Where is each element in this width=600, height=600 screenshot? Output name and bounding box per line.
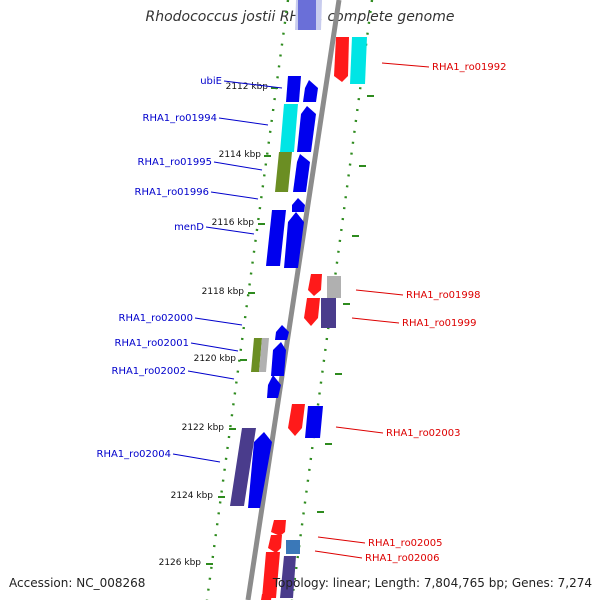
tick-label: 2122 kbp <box>182 423 225 433</box>
gene-label-leader <box>218 117 269 126</box>
gene-label-RHA1_ro02006[interactable]: RHA1_ro02006 <box>365 553 440 564</box>
gene-block-top-inner[interactable] <box>298 0 316 30</box>
gene-ro02006-purple[interactable] <box>280 556 296 598</box>
gene-label-leader <box>314 550 363 559</box>
gene-label-RHA1_ro01992[interactable]: RHA1_ro01992 <box>432 62 507 73</box>
gene-ro01999-red[interactable] <box>304 298 320 326</box>
gene-label-RHA1_ro01999[interactable]: RHA1_ro01999 <box>402 318 477 329</box>
gene-label-menD[interactable]: menD <box>174 222 204 233</box>
gene-label-RHA1_ro02002[interactable]: RHA1_ro02002 <box>112 366 187 377</box>
gene-label-leader <box>335 426 384 434</box>
accession-label: Accession: <box>9 576 73 590</box>
gene-label-leader <box>172 453 221 463</box>
gene-ro02004-blue[interactable] <box>248 432 272 508</box>
gene-label-RHA1_ro01994[interactable]: RHA1_ro01994 <box>143 113 218 124</box>
gene-menD-outer[interactable] <box>266 210 286 266</box>
gene-label-RHA1_ro02000[interactable]: RHA1_ro02000 <box>119 313 194 324</box>
length-label: Length: <box>374 576 421 590</box>
gene-label-RHA1_ro02003[interactable]: RHA1_ro02003 <box>386 428 461 439</box>
accession-value: NC_008268 <box>76 576 146 590</box>
tick-labels: 2112 kbp 2114 kbp 2116 kbp 2118 kbp 2120 kbp… <box>159 82 374 568</box>
gene-label-leader <box>187 370 235 380</box>
gene-ro02002[interactable] <box>267 375 281 398</box>
gene-label-leader <box>381 62 430 68</box>
tick-label: 2124 kbp <box>171 491 214 501</box>
gene-ubiE-outer[interactable] <box>286 76 301 102</box>
dotted-tracks <box>205 0 374 600</box>
gene-label-RHA1_ro02005[interactable]: RHA1_ro02005 <box>368 538 443 549</box>
gene-labels: ubiE RHA1_ro01994 RHA1_ro01995 RHA1_ro01996… <box>97 62 507 564</box>
gene-label-leader <box>205 226 255 235</box>
gene-bottom-red[interactable] <box>261 594 272 600</box>
gene-label-leader <box>194 317 243 326</box>
length-value: 7,804,765 bp <box>423 576 504 590</box>
gene-ro01998-red[interactable] <box>308 274 322 296</box>
gene-label-leader <box>317 536 366 544</box>
gene-ro02001-inner[interactable] <box>271 342 286 376</box>
gene-label-leader <box>223 80 283 89</box>
gene-arrow-red[interactable] <box>334 37 349 82</box>
tick-label: 2114 kbp <box>219 150 262 160</box>
genes-label: Genes: <box>511 576 554 590</box>
tick-label: 2126 kbp <box>159 558 202 568</box>
gene-ro01999-purple[interactable] <box>321 298 336 328</box>
gene-ro01995-inner[interactable] <box>293 154 310 192</box>
gene-label-leader <box>351 317 400 324</box>
gene-label-RHA1_ro02001[interactable]: RHA1_ro02001 <box>115 338 190 349</box>
gene-ubiE-inner[interactable] <box>303 80 318 102</box>
gene-ro01994-inner[interactable] <box>297 106 316 152</box>
gene-ro01995-outer[interactable] <box>275 152 292 192</box>
gene-label-leader <box>213 161 263 171</box>
genes-value: 7,274 <box>557 576 592 590</box>
gene-arrow-cyan[interactable] <box>350 37 367 84</box>
gene-ro02003-red[interactable] <box>288 404 305 436</box>
gene-label-leader <box>355 289 404 296</box>
gene-menD-small[interactable] <box>292 198 305 212</box>
tick-label: 2118 kbp <box>202 287 245 297</box>
gene-ro02005b-red[interactable] <box>268 535 282 553</box>
genome-backbone <box>245 0 342 600</box>
gene-ro02000[interactable] <box>275 325 289 340</box>
gene-ro02004-purple[interactable] <box>230 428 256 506</box>
gene-menD-inner[interactable] <box>284 212 304 268</box>
gene-label-RHA1_ro01998[interactable]: RHA1_ro01998 <box>406 290 481 301</box>
gene-label-leader <box>210 191 259 200</box>
topology-value: linear <box>332 576 367 590</box>
gene-label-RHA1_ro01995[interactable]: RHA1_ro01995 <box>138 157 213 168</box>
gene-label-RHA1_ro02004[interactable]: RHA1_ro02004 <box>97 449 172 460</box>
gene-ro02005-red[interactable] <box>271 520 286 536</box>
gene-ro02001-olive[interactable] <box>251 338 262 372</box>
tick-label: 2116 kbp <box>212 218 255 228</box>
gene-ro02006-red[interactable] <box>262 552 280 598</box>
tick-label: 2112 kbp <box>226 82 269 92</box>
genome-stats: Topology: linear; Length: 7,804,765 bp; … <box>272 576 592 590</box>
right-inner-dot-track <box>290 0 374 600</box>
gene-ro02003-blue[interactable] <box>305 406 323 438</box>
left-outer-dot-track <box>205 0 290 600</box>
gene-label-ubiE[interactable]: ubiE <box>200 76 222 87</box>
gene-ro02005-steel[interactable] <box>286 540 300 554</box>
accession-info: Accession: NC_008268 <box>9 576 145 590</box>
gene-ro01994-outer[interactable] <box>280 104 298 152</box>
topology-label: Topology: <box>272 576 329 590</box>
gene-label-RHA1_ro01996[interactable]: RHA1_ro01996 <box>135 187 210 198</box>
gene-ro01998-gray[interactable] <box>327 276 341 298</box>
tick-label: 2120 kbp <box>194 354 237 364</box>
gene-ro02001-gray[interactable] <box>259 338 269 372</box>
gene-label-leader <box>190 342 239 352</box>
